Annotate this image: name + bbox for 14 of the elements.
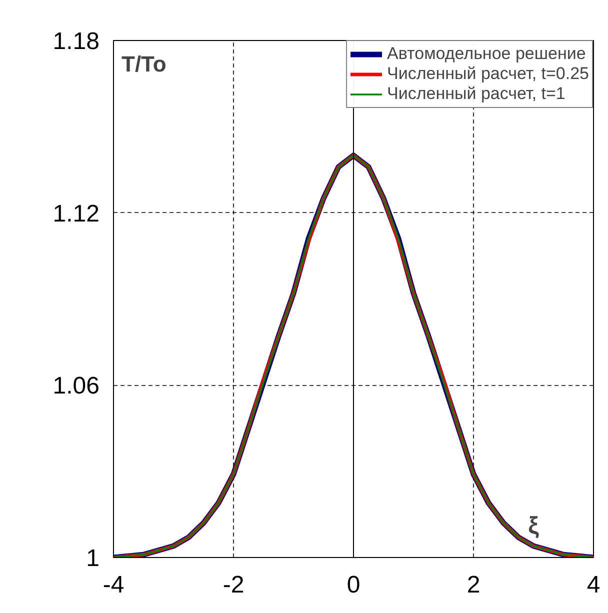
y-tick-label: 1.06 — [52, 372, 100, 400]
y-tick-label: 1 — [86, 545, 100, 572]
legend-label: Численный расчет, t=0.25 — [387, 64, 589, 84]
y-tick-label: 1.12 — [52, 200, 100, 228]
legend-label: Автомодельное решение — [387, 44, 586, 64]
x-axis-title: ξ — [528, 512, 540, 540]
y-axis-title: T/To — [122, 52, 166, 76]
legend-label: Численный расчет, t=1 — [387, 84, 566, 104]
x-tick-label: 2 — [466, 572, 480, 598]
y-tick-label: 1.18 — [52, 28, 100, 55]
x-tick-label: -2 — [222, 572, 244, 598]
x-tick-label: 0 — [346, 572, 360, 598]
x-tick-label: -4 — [102, 572, 124, 598]
x-tick-label: 4 — [586, 572, 600, 598]
